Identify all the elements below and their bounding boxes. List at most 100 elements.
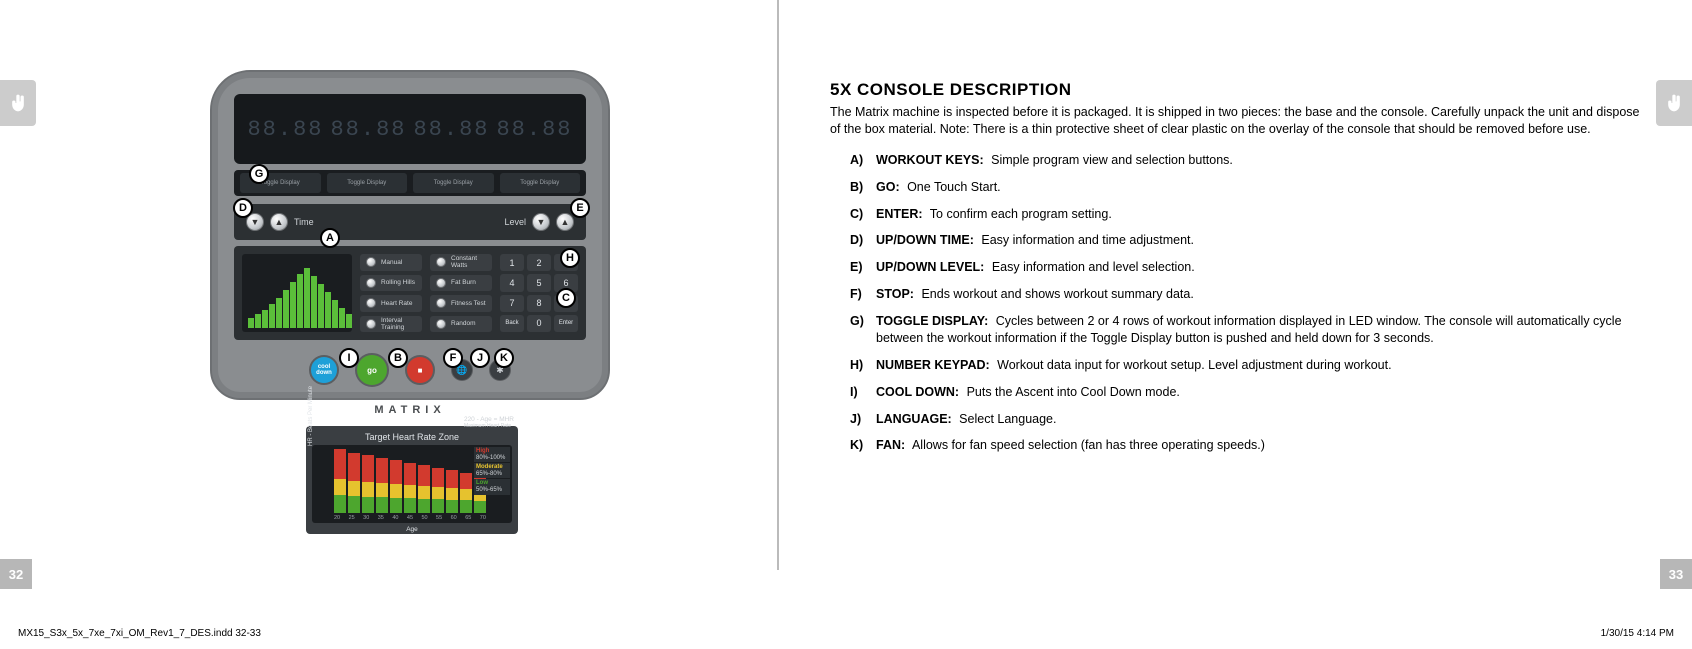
hr-bar [334, 449, 346, 513]
program-column-2: Constant Watts Fat Burn Fitness Test Random [430, 254, 492, 332]
toggle-display-row: Toggle DisplayToggle DisplayToggle Displ… [234, 170, 586, 196]
feature-item: J)LANGUAGE: Select Language. [850, 411, 1640, 428]
page-spine [777, 0, 779, 570]
profile-bar [248, 318, 254, 328]
keypad-key-4[interactable]: 4 [500, 274, 524, 291]
hr-xtick: 35 [378, 515, 384, 521]
mid-panel: Manual Rolling Hills Heart Rate Interval Tr… [234, 246, 586, 340]
keypad-key-5[interactable]: 5 [527, 274, 551, 291]
footer-timestamp: 1/30/15 4:14 PM [1601, 628, 1674, 639]
workout-key[interactable]: Rolling Hills [360, 275, 422, 292]
keypad-key-7[interactable]: 7 [500, 295, 524, 312]
callout-A: A [320, 228, 340, 248]
profile-bar [269, 304, 275, 328]
profile-bar [311, 276, 317, 328]
time-up-button[interactable]: ▲ [270, 213, 288, 231]
hand-icon [1664, 93, 1684, 113]
callout-C: C [556, 288, 576, 308]
workout-key-icon [366, 319, 376, 329]
feature-list: A)WORKOUT KEYS: Simple program view and … [830, 152, 1640, 455]
toggle-display-button[interactable]: Toggle Display [500, 173, 581, 193]
stop-button[interactable]: ■ [405, 355, 435, 385]
workout-key-icon [436, 298, 446, 308]
led-segment: 88.88 [496, 117, 572, 142]
feature-item: C)ENTER: To confirm each program setting… [850, 206, 1640, 223]
profile-bar [339, 308, 345, 328]
page-number-left: 32 [0, 559, 32, 589]
level-down-button[interactable]: ▼ [532, 213, 550, 231]
feature-item: E)UP/DOWN LEVEL: Easy information and le… [850, 259, 1640, 276]
hr-bar [460, 473, 472, 513]
hr-xtick: 70 [480, 515, 486, 521]
hand-icon [8, 93, 28, 113]
workout-key-icon [436, 257, 446, 267]
profile-bar [325, 292, 331, 328]
keypad-key-0[interactable]: 0 [527, 315, 551, 332]
hr-xtick: 25 [349, 515, 355, 521]
toggle-display-button[interactable]: Toggle Display [327, 173, 408, 193]
workout-key-icon [366, 298, 376, 308]
workout-key-icon [366, 257, 376, 267]
footer-filepath: MX15_S3x_5x_7xe_7xi_OM_Rev1_7_DES.indd 3… [18, 628, 261, 639]
keypad-key-2[interactable]: 2 [527, 254, 551, 271]
hr-y-label: HR - Beats Per Minute [308, 386, 314, 446]
keypad-key-1[interactable]: 1 [500, 254, 524, 271]
hr-legend-row: Low50%-65% [474, 479, 510, 494]
led-segment: 88.88 [330, 117, 406, 142]
feature-item: F)STOP: Ends workout and shows workout s… [850, 286, 1640, 303]
profile-bar [276, 298, 282, 328]
workout-key[interactable]: Manual [360, 254, 422, 271]
hr-xticks: 2025303540455055606570 [334, 515, 486, 521]
toggle-display-button[interactable]: Toggle Display [413, 173, 494, 193]
feature-item: H)NUMBER KEYPAD: Workout data input for … [850, 357, 1640, 374]
feature-item: K)FAN: Allows for fan speed selection (f… [850, 437, 1640, 454]
profile-bar [346, 314, 352, 328]
hr-xtick: 55 [436, 515, 442, 521]
go-button[interactable]: go [355, 353, 389, 387]
callout-H: H [560, 248, 580, 268]
workout-key[interactable]: Random [430, 316, 492, 333]
hr-bar [390, 460, 402, 513]
keypad-key-enter[interactable]: Enter [554, 315, 578, 332]
hr-xtick: 45 [407, 515, 413, 521]
profile-display [242, 254, 352, 332]
led-segment: 88.88 [413, 117, 489, 142]
hr-xtick: 20 [334, 515, 340, 521]
workout-key[interactable]: Fitness Test [430, 295, 492, 312]
hr-bar [362, 455, 374, 513]
callout-G: G [249, 164, 269, 184]
workout-key[interactable]: Heart Rate [360, 295, 422, 312]
cool-down-button[interactable]: cool down [309, 355, 339, 385]
feature-item: G)TOGGLE DISPLAY: Cycles between 2 or 4 … [850, 313, 1640, 347]
workout-key[interactable]: Fat Burn [430, 275, 492, 292]
intro-paragraph: The Matrix machine is inspected before i… [830, 104, 1640, 138]
workout-key-icon [366, 278, 376, 288]
keypad-key-8[interactable]: 8 [527, 295, 551, 312]
hr-legend-row: High80%-100% [474, 447, 510, 462]
page-number-right: 33 [1660, 559, 1692, 589]
hr-xtick: 65 [465, 515, 471, 521]
callout-D: D [233, 198, 253, 218]
workout-key[interactable]: Constant Watts [430, 254, 492, 271]
hr-bar [376, 458, 388, 513]
hr-xtick: 50 [421, 515, 427, 521]
heart-rate-chart: 220 - Age = MHR Maximum Heart Rate Targe… [306, 426, 518, 534]
level-up-button[interactable]: ▲ [556, 213, 574, 231]
profile-bar [255, 314, 261, 328]
hr-xtick: 60 [451, 515, 457, 521]
feature-item: B)GO: One Touch Start. [850, 179, 1640, 196]
keypad-key-back[interactable]: Back [500, 315, 524, 332]
led-display: 88.8888.8888.8888.88 [234, 94, 586, 164]
workout-key-icon [436, 278, 446, 288]
callout-F: F [443, 348, 463, 368]
profile-bar [332, 300, 338, 328]
level-label: Level [504, 217, 526, 227]
hr-bar [432, 468, 444, 513]
callout-I: I [339, 348, 359, 368]
level-controls: Level ▼ ▲ [504, 213, 574, 231]
workout-key[interactable]: Interval Training [360, 316, 422, 333]
time-level-bar: ▼ ▲ Time Level ▼ ▲ [234, 204, 586, 240]
profile-bar [283, 290, 289, 328]
profile-bar [297, 274, 303, 328]
hr-age-note: 220 - Age = MHR Maximum Heart Rate [464, 416, 514, 429]
